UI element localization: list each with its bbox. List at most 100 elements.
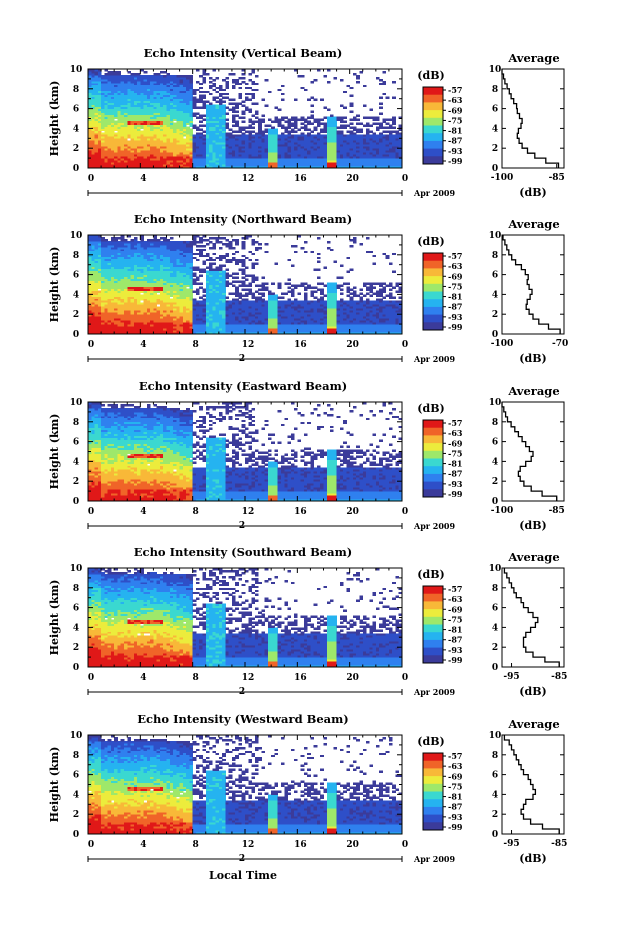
- heatmap-cell: [196, 113, 200, 115]
- heatmap-cell: [229, 103, 233, 105]
- heatmap-cell: [206, 101, 210, 103]
- heatmap-cell: [216, 77, 220, 79]
- heatmap-cell: [346, 85, 350, 87]
- heatmap-cell: [297, 75, 301, 77]
- heatmap-cell: [222, 89, 226, 91]
- heatmap-cell: [225, 77, 229, 79]
- panel-1: Echo Intensity (Vertical Beam)0246810Hei…: [48, 46, 565, 199]
- heatmap-cell: [248, 124, 252, 126]
- heatmap-cell: [153, 73, 157, 75]
- heatmap-cell: [245, 126, 249, 128]
- heatmap-cell: [310, 115, 314, 117]
- heatmap-cell: [206, 91, 210, 93]
- heatmap-cell: [193, 113, 197, 115]
- heatmap-cell: [248, 130, 252, 132]
- heatmap-cell: [196, 117, 200, 119]
- heatmap-cell: [199, 95, 203, 97]
- heatmap-cell: [235, 103, 239, 105]
- panel-title: Echo Intensity (Vertical Beam): [144, 46, 343, 60]
- heatmap-cell: [173, 122, 177, 124]
- heatmap-cell: [196, 99, 200, 101]
- heatmap-cell: [291, 128, 295, 130]
- heatmap-cell: [193, 124, 197, 126]
- heatmap-cell: [343, 107, 347, 109]
- heatmap-cell: [232, 73, 236, 75]
- heatmap-cell: [258, 119, 262, 121]
- heatmap-cell: [222, 105, 226, 107]
- heatmap-cell: [232, 130, 236, 132]
- heatmap-cell: [193, 134, 197, 136]
- heatmap-cell: [359, 134, 363, 136]
- heatmap-cell: [248, 79, 252, 81]
- heatmap-cell: [189, 128, 193, 130]
- heatmap-cell: [288, 119, 292, 121]
- heatmap-cell: [216, 91, 220, 93]
- heatmap-cell: [356, 115, 360, 117]
- heatmap-cell: [242, 111, 246, 113]
- heatmap-cell: [278, 109, 282, 111]
- heatmap-cell: [199, 107, 203, 109]
- heatmap-cell: [330, 115, 334, 117]
- heatmap-cell: [248, 93, 252, 95]
- heatmap-cell: [245, 93, 249, 95]
- heatmap-cell: [301, 126, 305, 128]
- heatmap-cell: [238, 93, 242, 95]
- heatmap-cell: [291, 122, 295, 124]
- heatmap-cell: [238, 83, 242, 85]
- heatmap-cell: [235, 130, 239, 132]
- heatmap-cell: [350, 122, 354, 124]
- heatmap-cell: [235, 134, 239, 136]
- heatmap-cell: [252, 120, 256, 122]
- heatmap-cell: [167, 73, 171, 75]
- heatmap-cell: [101, 75, 105, 77]
- heatmap-cell: [340, 130, 344, 132]
- heatmap-cell: [242, 132, 246, 134]
- heatmap-cell: [252, 134, 256, 136]
- heatmap-cell: [314, 126, 318, 128]
- heatmap-cell: [206, 73, 210, 75]
- heatmap-cell: [229, 99, 233, 101]
- heatmap-cell: [268, 128, 272, 130]
- heatmap-cell: [294, 130, 298, 132]
- heatmap-cell: [278, 119, 282, 121]
- heatmap-cell: [350, 87, 354, 89]
- heatmap-cell: [297, 134, 301, 136]
- heatmap-cell: [225, 122, 229, 124]
- heatmap-cell: [359, 122, 363, 124]
- heatmap-cell: [350, 119, 354, 121]
- heatmap-cell: [284, 117, 288, 119]
- heatmap-cell: [307, 99, 311, 101]
- heatmap-cell: [356, 134, 360, 136]
- heatmap-cell: [333, 77, 337, 79]
- heatmap-cell: [337, 126, 341, 128]
- heatmap-cell: [340, 124, 344, 126]
- heatmap-cell: [350, 111, 354, 113]
- heatmap-cell: [202, 91, 206, 93]
- heatmap-cell: [147, 75, 151, 77]
- heatmap: [88, 69, 402, 168]
- heatmap-cell: [127, 71, 131, 73]
- heatmap-cell: [242, 101, 246, 103]
- heatmap-cell: [274, 117, 278, 119]
- heatmap-cell: [294, 117, 298, 119]
- heatmap-cell: [320, 99, 324, 101]
- heatmap-cell: [274, 128, 278, 130]
- heatmap-cell: [225, 93, 229, 95]
- heatmap-cell: [242, 126, 246, 128]
- heatmap-cell: [261, 130, 265, 132]
- heatmap-cell: [183, 75, 187, 77]
- heatmap-cell: [114, 71, 118, 73]
- heatmap-cell: [353, 117, 357, 119]
- heatmap-cell: [324, 117, 328, 119]
- heatmap-cell: [248, 87, 252, 89]
- heatmap-cell: [356, 75, 360, 77]
- heatmap-cell: [350, 130, 354, 132]
- heatmap-cell: [199, 124, 203, 126]
- heatmap-cell: [301, 75, 305, 77]
- heatmap-cell: [150, 75, 154, 77]
- heatmap-cell: [199, 83, 203, 85]
- heatmap-cell: [320, 128, 324, 130]
- heatmap-cell: [346, 134, 350, 136]
- heatmap-cell: [127, 75, 131, 77]
- heatmap-cell: [245, 130, 249, 132]
